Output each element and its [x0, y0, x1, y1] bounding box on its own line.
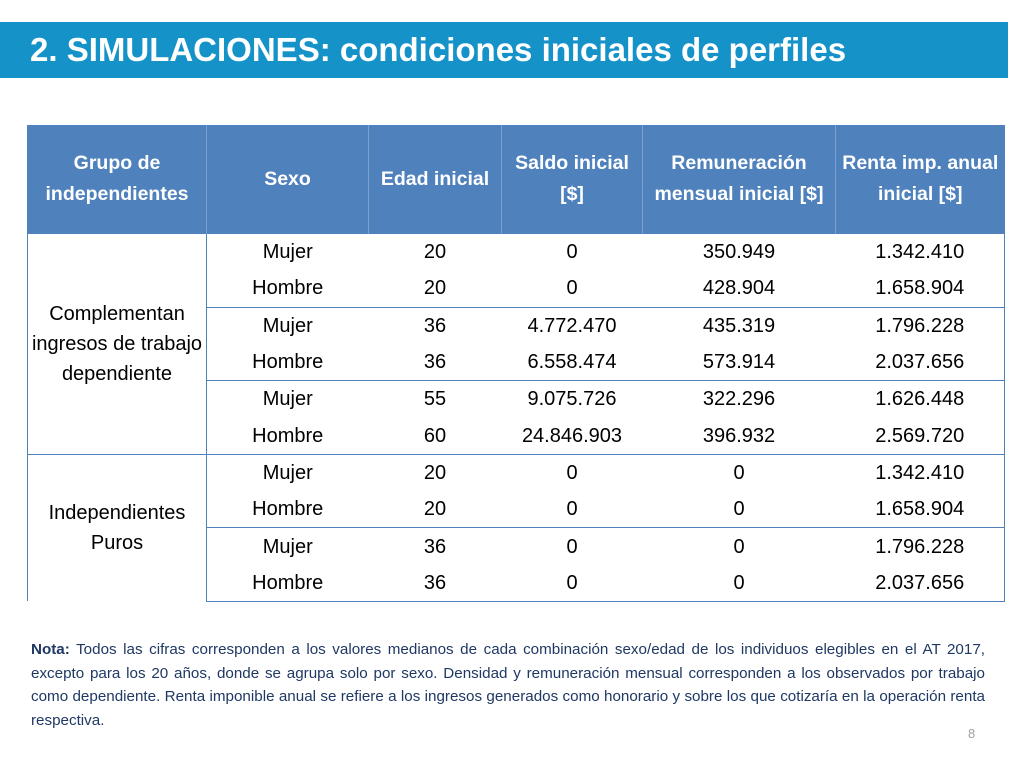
cell-remuneracion: 435.319 [642, 306, 836, 344]
cell-remuneracion: 573.914 [702, 351, 776, 374]
cell-remuneracion: 350.949 [642, 233, 836, 271]
table-row: Mujer 55 9.075.726 322.296 1.626.448 [28, 380, 1005, 418]
table-row: Hombre 20 0 428.904 1.658.904 [28, 270, 1005, 308]
footnote-text: Todos las cifras corresponden a los valo… [31, 641, 985, 729]
cell-edad: 36 [368, 564, 502, 602]
cell-remuneracion: 396.932 [702, 424, 776, 447]
cell-renta: 1.658.904 [835, 270, 1005, 308]
cell-saldo: 24.846.903 [521, 424, 623, 447]
cell-remuneracion: 322.296 [642, 380, 836, 418]
cell-remuneracion: 428.904 [702, 277, 776, 300]
header-remuneracion: Remuneración mensual inicial [$] [642, 125, 836, 234]
cell-sexo: Mujer [206, 453, 369, 492]
cell-saldo: 0 [501, 527, 643, 565]
page-number: 8 [968, 726, 976, 741]
cell-remuneracion: 0 [642, 453, 836, 492]
cell-saldo: 0 [501, 564, 643, 602]
header-sexo: Sexo [206, 125, 369, 234]
group-label: Complementan ingresos de trabajo dependi… [27, 233, 207, 455]
cell-edad: 36 [368, 306, 502, 344]
table-header-row: Grupo de independientes Sexo Edad inicia… [27, 125, 1005, 234]
header-edad-inicial: Edad inicial [368, 125, 502, 234]
cell-renta: 1.796.228 [835, 527, 1005, 565]
cell-renta: 1.658.904 [835, 491, 1005, 528]
cell-sexo: Hombre [206, 564, 369, 602]
table-row: Mujer 36 0 0 1.796.228 [28, 527, 1005, 565]
cell-renta: 2.569.720 [835, 417, 1005, 455]
cell-edad: 20 [368, 453, 502, 492]
table-row: Complementan ingresos de trabajo dependi… [27, 233, 1005, 455]
cell-edad: 20 [423, 498, 447, 521]
profiles-table: Grupo de independientes Sexo Edad inicia… [27, 125, 1005, 602]
cell-renta: 2.037.656 [835, 343, 1005, 381]
cell-sexo: Hombre [252, 498, 324, 521]
cell-sexo: Mujer [206, 306, 369, 344]
cell-remuneracion: 0 [642, 564, 836, 602]
table-row: Hombre 60 24.846.903 396.932 2.569.720 [28, 417, 1005, 455]
table-body: Complementan ingresos de trabajo dependi… [27, 233, 1005, 602]
cell-edad: 36 [368, 527, 502, 565]
table-row: Hombre 20 0 0 1.658.904 [28, 491, 1005, 528]
header-grupo: Grupo de independientes [27, 125, 207, 234]
cell-renta: 1.342.410 [835, 453, 1005, 492]
cell-edad: 20 [368, 233, 502, 271]
header-saldo-inicial: Saldo inicial [$] [501, 125, 643, 234]
cell-saldo: 0 [501, 233, 643, 271]
cell-sexo: Mujer [206, 380, 369, 418]
cell-saldo: 4.772.470 [501, 306, 643, 344]
cell-renta: 1.342.410 [835, 233, 1005, 271]
table-row: Independientes Puros Mujer 20 0 0 1.342.410 [27, 453, 1005, 602]
cell-saldo: 9.075.726 [501, 380, 643, 418]
title-bar: 2. SIMULACIONES: condiciones iniciales d… [0, 22, 1008, 78]
group-label: Independientes Puros [27, 453, 207, 602]
cell-sexo: Hombre [252, 277, 324, 300]
cell-remuneracion: 0 [642, 527, 836, 565]
table-row: Mujer 36 4.772.470 435.319 1.796.228 [28, 306, 1005, 344]
cell-saldo: 0 [566, 277, 578, 300]
footnote-label: Nota: [31, 641, 70, 658]
cell-remuneracion: 0 [733, 498, 745, 521]
cell-sexo: Hombre [252, 351, 324, 374]
table-row: Hombre 36 6.558.474 573.914 2.037.656 [28, 343, 1005, 381]
cell-renta: 1.626.448 [835, 380, 1005, 418]
cell-sexo: Mujer [206, 527, 369, 565]
cell-edad: 55 [368, 380, 502, 418]
cell-edad: 20 [423, 277, 447, 300]
footnote: Nota: Todos las cifras corresponden a lo… [31, 638, 985, 732]
cell-edad: 60 [423, 424, 447, 447]
table-row: Hombre 36 0 0 2.037.656 [28, 564, 1005, 602]
cell-sexo: Hombre [252, 424, 324, 447]
cell-edad: 36 [423, 351, 447, 374]
cell-renta: 1.796.228 [835, 306, 1005, 344]
cell-sexo: Mujer [206, 233, 369, 271]
header-renta-imponible: Renta imp. anual inicial [$] [835, 125, 1005, 234]
cell-saldo: 6.558.474 [527, 351, 617, 374]
cell-saldo: 0 [501, 453, 643, 492]
cell-saldo: 0 [566, 498, 578, 521]
slide-title: 2. SIMULACIONES: condiciones iniciales d… [30, 31, 847, 68]
cell-renta: 2.037.656 [835, 564, 1005, 602]
